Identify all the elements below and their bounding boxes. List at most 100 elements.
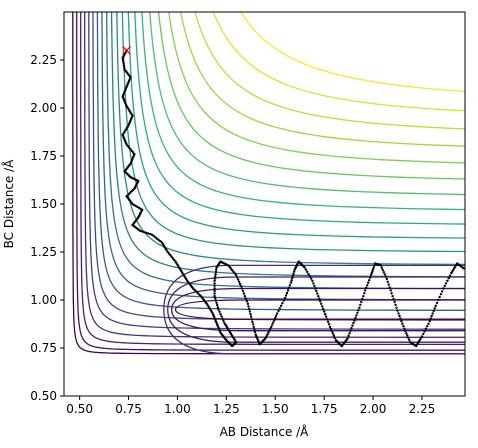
trajectory-point bbox=[303, 266, 306, 269]
trajectory-point bbox=[423, 330, 426, 333]
contour-line bbox=[84, 12, 465, 338]
trajectory-point bbox=[169, 254, 172, 257]
trajectory-point bbox=[330, 330, 334, 333]
trajectory-point bbox=[368, 276, 372, 279]
trajectory-point bbox=[393, 300, 396, 304]
trajectory-point bbox=[317, 295, 320, 298]
marker-stroke bbox=[122, 45, 132, 55]
trajectory-point bbox=[250, 318, 253, 321]
trajectory-point bbox=[289, 281, 293, 284]
contour-line bbox=[157, 12, 465, 180]
trajectory-point bbox=[220, 315, 223, 318]
contour-line bbox=[212, 12, 465, 112]
trajectory-point bbox=[214, 270, 218, 273]
trajectory-point bbox=[432, 309, 435, 313]
x-tick-label: 1.25 bbox=[213, 402, 240, 416]
x-tick-label: 1.00 bbox=[164, 402, 191, 416]
trajectory-point bbox=[218, 310, 221, 313]
trajectory-point bbox=[285, 291, 289, 295]
trajectory-point bbox=[231, 269, 234, 272]
trajectory-point bbox=[309, 277, 313, 280]
y-tick-label: 1.50 bbox=[30, 197, 57, 211]
trajectory-point bbox=[394, 303, 397, 306]
trajectory-point bbox=[362, 295, 365, 298]
trajectory-point bbox=[129, 148, 132, 151]
contour-line bbox=[170, 287, 465, 332]
trajectory-point bbox=[371, 268, 375, 271]
trajectory-point bbox=[139, 229, 142, 233]
trajectory-point bbox=[448, 274, 452, 277]
trajectory-point bbox=[391, 295, 394, 298]
trajectory-point bbox=[123, 66, 126, 69]
y-tick-label: 0.50 bbox=[30, 389, 57, 403]
trajectory-point bbox=[240, 287, 244, 290]
trajectory-point bbox=[291, 274, 295, 278]
trajectory-point bbox=[274, 316, 277, 320]
trajectory-point bbox=[361, 297, 364, 301]
trajectory-point bbox=[229, 267, 233, 270]
trajectory-point bbox=[122, 64, 126, 68]
y-tick-label: 2.00 bbox=[30, 101, 57, 115]
trajectory-point bbox=[247, 305, 250, 308]
trajectory-point bbox=[333, 336, 337, 340]
trajectory-point bbox=[157, 238, 160, 241]
trajectory-point bbox=[145, 231, 148, 234]
contour-line bbox=[141, 12, 465, 211]
trajectory-point bbox=[314, 287, 317, 290]
trajectory-point bbox=[217, 308, 220, 311]
contour-line bbox=[149, 12, 465, 196]
trajectory-point bbox=[390, 292, 393, 295]
trajectory-point bbox=[215, 301, 218, 305]
trajectory-point bbox=[214, 275, 217, 278]
contour-line bbox=[168, 12, 465, 164]
trajectory-point bbox=[233, 272, 236, 275]
trajectory-point bbox=[234, 273, 238, 277]
trajectory-point bbox=[316, 292, 319, 295]
trajectory-point bbox=[167, 252, 171, 255]
trajectory-point bbox=[379, 264, 383, 267]
trajectory-point bbox=[313, 284, 316, 288]
trajectory-point bbox=[228, 265, 231, 269]
trajectory-point bbox=[216, 303, 219, 307]
trajectory-point bbox=[444, 282, 448, 285]
trajectory-point bbox=[324, 315, 328, 318]
trajectory-point bbox=[264, 337, 267, 340]
trajectory-point bbox=[353, 319, 356, 322]
y-tick-label: 1.25 bbox=[30, 245, 57, 259]
trajectory-point bbox=[403, 327, 406, 330]
trajectory-point bbox=[437, 298, 440, 302]
contour-lines bbox=[72, 12, 465, 355]
trajectory-point bbox=[215, 268, 218, 271]
trajectory-point bbox=[286, 289, 290, 292]
trajectory-point bbox=[447, 277, 450, 280]
trajectory-point bbox=[288, 284, 292, 287]
trajectory-point bbox=[323, 312, 327, 316]
trajectory-point bbox=[171, 257, 175, 260]
trajectory-point bbox=[351, 324, 354, 327]
trajectory-point bbox=[213, 282, 216, 285]
trajectory-point bbox=[283, 296, 287, 300]
trajectory-point bbox=[253, 330, 257, 334]
x-tick-label: 2.00 bbox=[360, 402, 387, 416]
trajectory-point bbox=[272, 321, 275, 324]
trajectory-point bbox=[322, 307, 325, 311]
trajectory-point bbox=[293, 270, 296, 273]
trajectory-point bbox=[213, 295, 216, 298]
trajectory-point bbox=[326, 320, 330, 323]
trajectory-point bbox=[365, 286, 368, 289]
trajectory-point bbox=[380, 266, 384, 269]
trajectory-point bbox=[435, 301, 439, 305]
trajectory-point bbox=[321, 305, 324, 308]
trajectory-point bbox=[287, 286, 291, 289]
trajectory-point bbox=[232, 270, 235, 273]
trajectory-point bbox=[276, 312, 279, 315]
trajectory-point bbox=[270, 325, 273, 329]
trajectory-point bbox=[154, 236, 157, 239]
trajectory-point bbox=[219, 312, 222, 316]
trajectory-point bbox=[404, 329, 407, 333]
trajectory-point bbox=[248, 310, 251, 313]
trajectory-point bbox=[237, 280, 241, 283]
trajectory-point bbox=[125, 143, 128, 146]
trajectory-point bbox=[407, 336, 410, 339]
